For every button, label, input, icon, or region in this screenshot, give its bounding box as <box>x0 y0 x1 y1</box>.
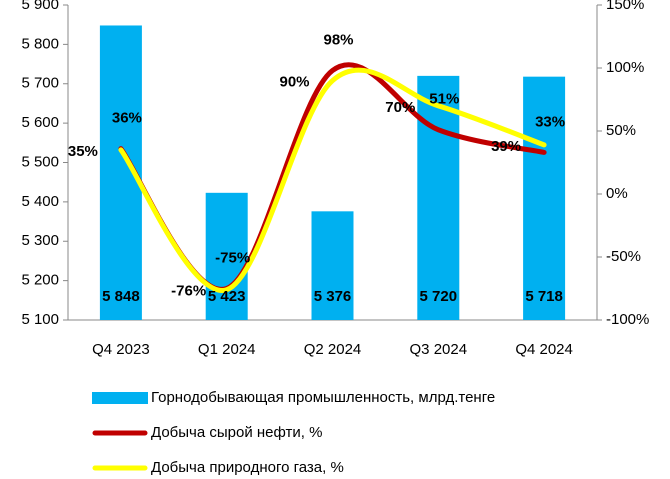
legend-label: Добыча природного газа, % <box>151 459 344 476</box>
line-value-label: 98% <box>323 31 353 48</box>
y-tick-label: 5 400 <box>21 193 59 210</box>
line-value-label: 33% <box>535 113 565 130</box>
x-tick-label: Q2 2024 <box>304 341 362 358</box>
bar-value-label: 5 376 <box>314 288 352 305</box>
x-tick-label: Q4 2024 <box>515 341 573 358</box>
legend-label: Горнодобывающая промышленность, млрд.тен… <box>151 389 495 406</box>
bar-value-label: 5 848 <box>102 288 140 305</box>
legend-swatch <box>92 392 148 404</box>
y2-tick-label: 100% <box>606 59 644 76</box>
x-tick-label: Q4 2023 <box>92 341 150 358</box>
bar-value-label: 5 720 <box>420 288 458 305</box>
y-tick-label: 5 800 <box>21 35 59 52</box>
y-tick-label: 5 900 <box>21 0 59 13</box>
bar-value-label: 5 423 <box>208 288 246 305</box>
line-value-label: 90% <box>279 74 309 91</box>
x-tick-label: Q1 2024 <box>198 341 256 358</box>
y-tick-label: 5 600 <box>21 114 59 131</box>
y-tick-label: 5 500 <box>21 153 59 170</box>
x-tick-label: Q3 2024 <box>410 341 468 358</box>
line <box>118 67 547 293</box>
bar <box>417 75 460 320</box>
line-value-label: 35% <box>68 143 98 160</box>
line-value-label: 70% <box>385 99 415 116</box>
y2-tick-label: 150% <box>606 0 644 13</box>
bar <box>523 76 566 320</box>
bar <box>205 192 248 320</box>
y2-tick-label: 50% <box>606 122 636 139</box>
y2-tick-label: -50% <box>606 248 641 265</box>
y-tick-label: 5 200 <box>21 272 59 289</box>
line-value-label: -75% <box>215 249 250 266</box>
bar-value-label: 5 718 <box>525 288 563 305</box>
y-tick-label: 5 700 <box>21 75 59 92</box>
line-value-label: 39% <box>491 138 521 155</box>
y-tick-label: 5 300 <box>21 232 59 249</box>
line-value-label: -76% <box>171 283 206 300</box>
y2-tick-label: -100% <box>606 311 649 328</box>
bar <box>311 211 354 320</box>
y-tick-label: 5 100 <box>21 311 59 328</box>
line-value-label: 36% <box>112 110 142 127</box>
line-value-label: 51% <box>429 91 459 108</box>
legend-label: Добыча сырой нефти, % <box>151 424 322 441</box>
y2-tick-label: 0% <box>606 185 628 202</box>
